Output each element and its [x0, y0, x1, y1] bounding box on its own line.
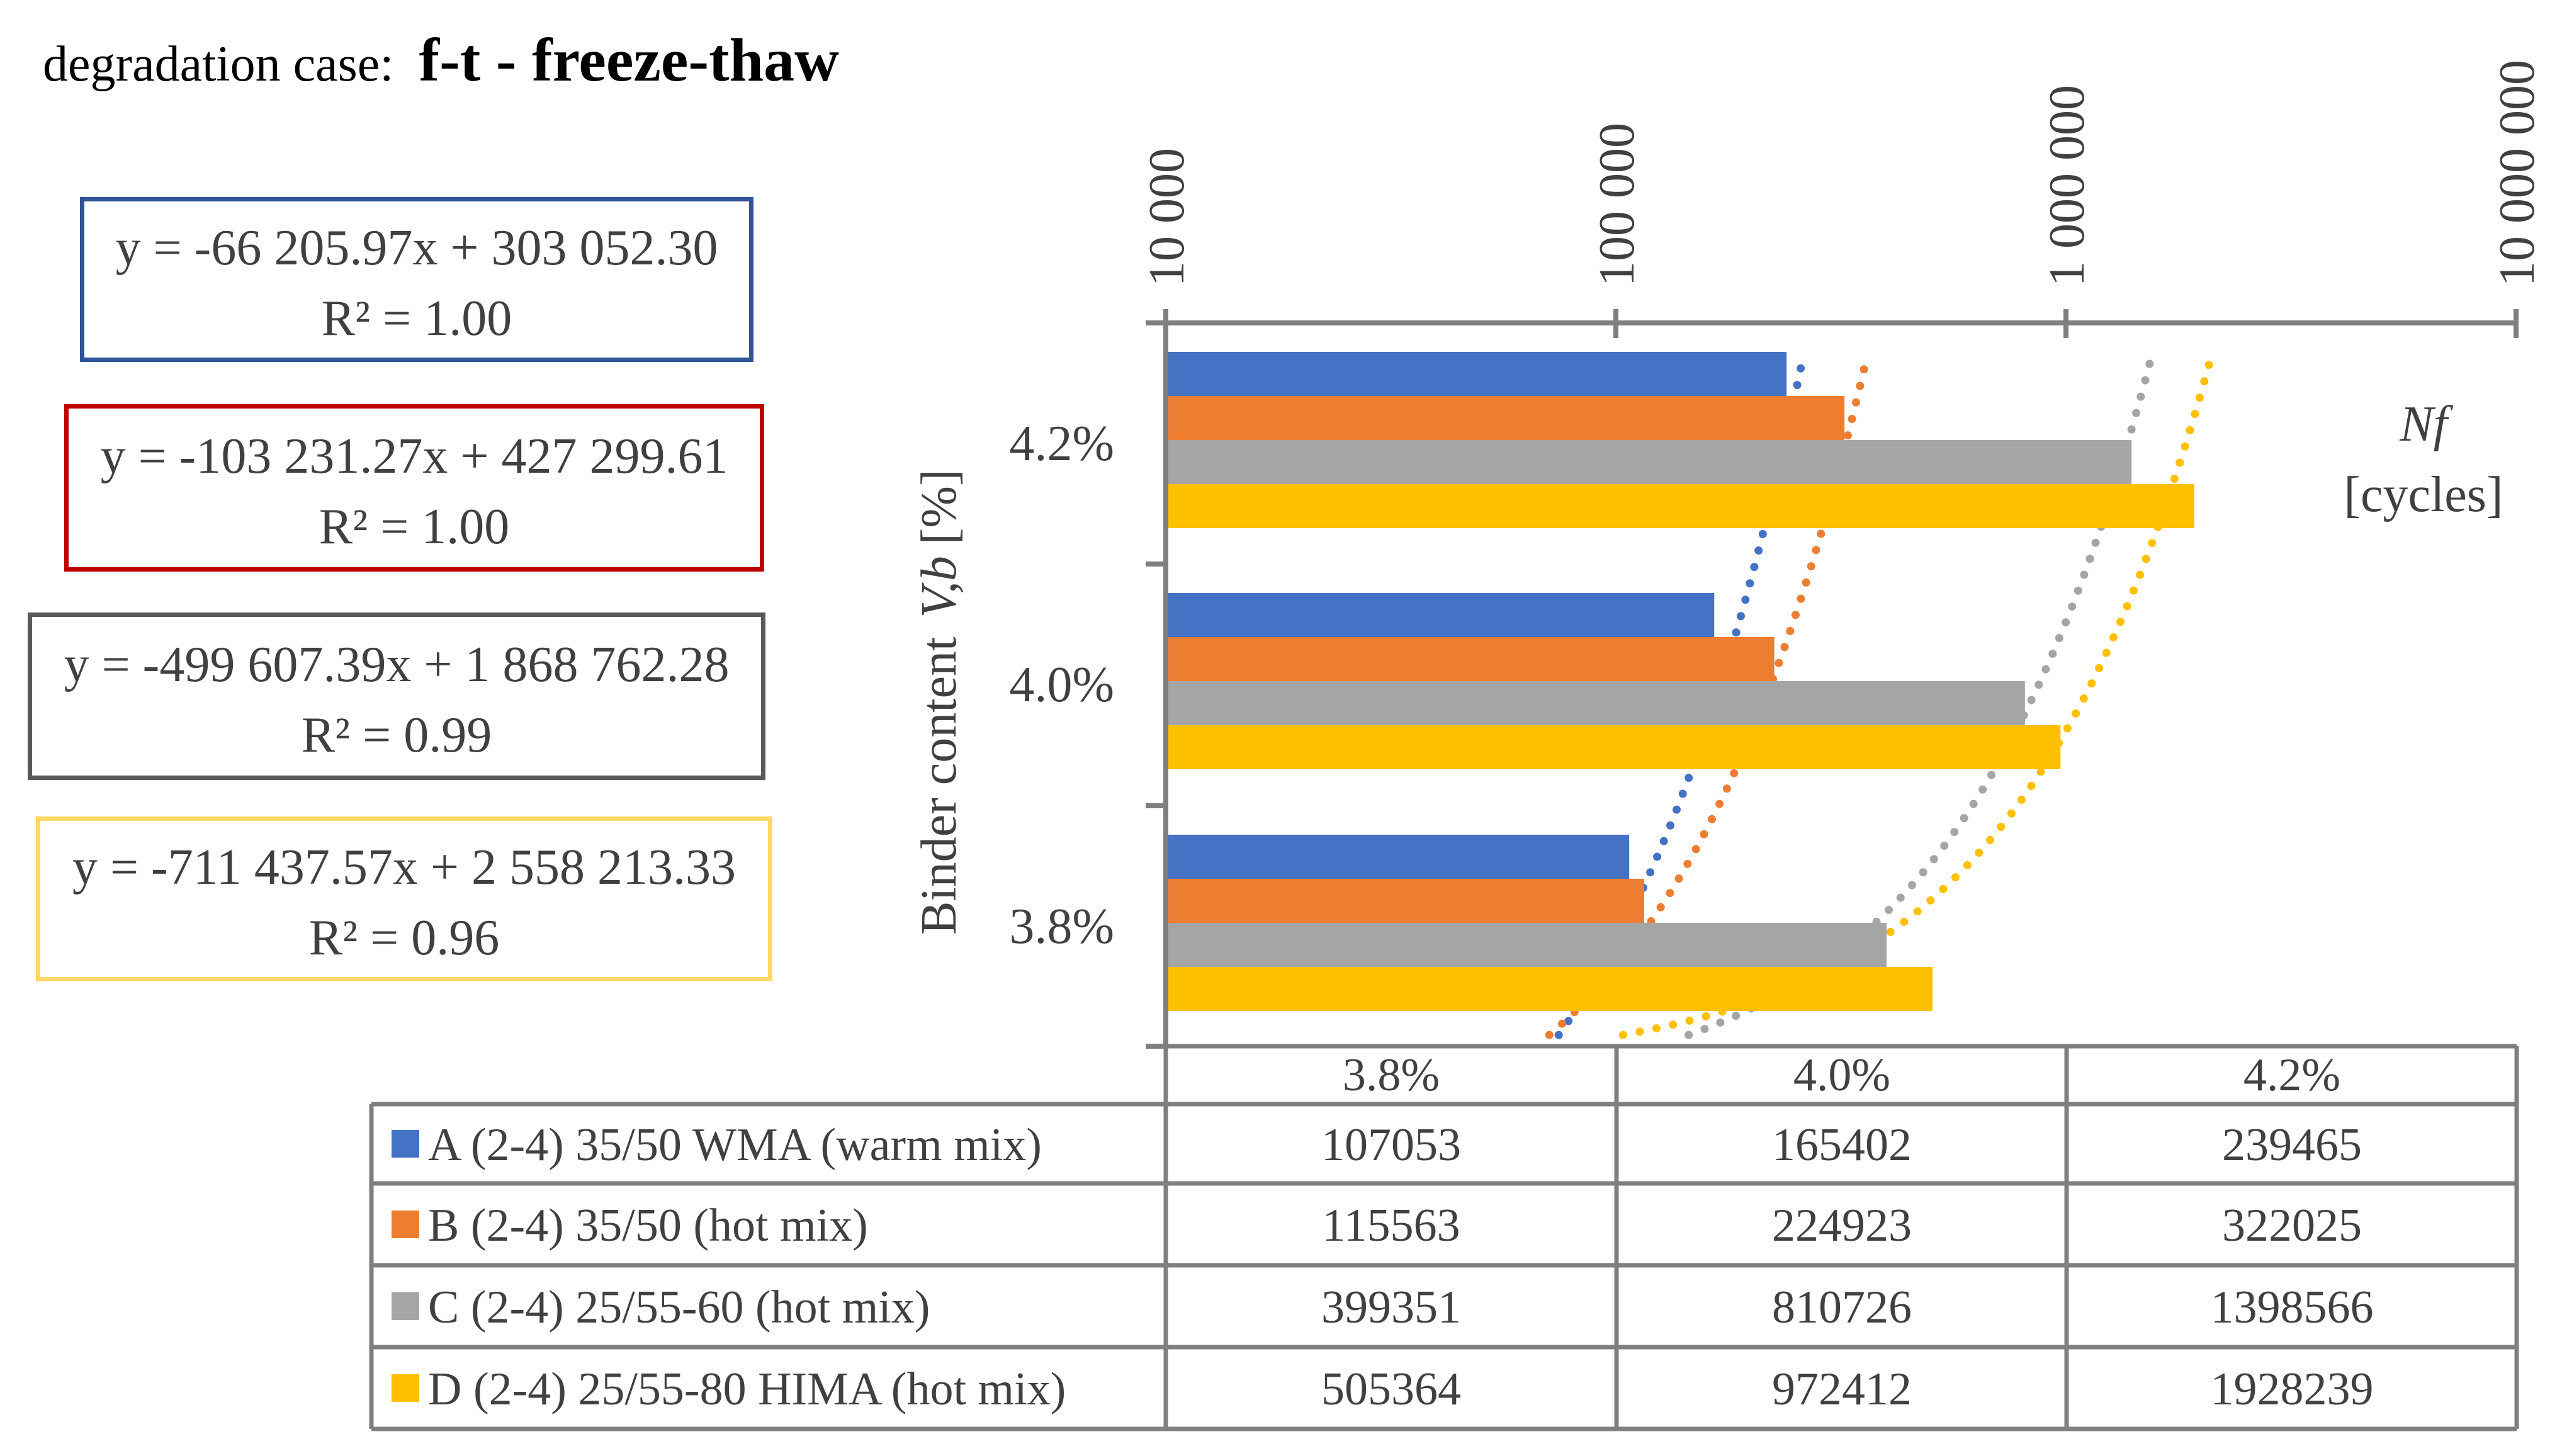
y-axis-label-unit: [%] [911, 469, 967, 545]
table-value-cell: 972412 [1772, 1363, 1912, 1415]
data-table: 3.8% 4.0% 4.2% A (2-4) 35/50 WMA (warm mix)… [369, 1044, 2519, 1431]
bar [1166, 593, 1715, 637]
svg-text:Binder contentV,b[%]: Binder content V,b [%] [911, 469, 967, 935]
y-ticks: 3.8% 4.0% 4.2% [1009, 320, 1166, 1049]
table-value-cell: 165402 [1772, 1119, 1912, 1171]
equation-text: y = -711 437.57x + 2 558 213.33 [72, 840, 736, 895]
table-header-cell: 4.0% [1793, 1049, 1890, 1101]
y-axis-label-italic: V,b [911, 556, 967, 618]
bar [1166, 967, 1933, 1011]
trendline-equation-b: y = -103 231.27x + 427 299.61 R² = 1.00 [64, 404, 764, 572]
table-value-cell: 1398566 [2211, 1282, 2374, 1333]
table-header-cell: 3.8% [1343, 1049, 1440, 1101]
r-squared-text: R² = 1.00 [321, 291, 512, 346]
equation-text: y = -103 231.27x + 427 299.61 [100, 429, 728, 484]
bar [1166, 440, 2132, 484]
table-value-cell: 810726 [1772, 1282, 1912, 1333]
bar [1166, 923, 1887, 967]
equation-text: y = -66 205.97x + 303 052.30 [115, 220, 718, 276]
r-squared-text: R² = 0.99 [301, 708, 492, 763]
axes [1163, 320, 2517, 1046]
legend-swatch [392, 1130, 419, 1158]
y-tick-label: 4.2% [1009, 416, 1114, 471]
r-squared-text: R² = 1.00 [319, 499, 510, 555]
table-header-cell: 4.2% [2243, 1049, 2340, 1101]
chart-title: degradation case: f-t - freeze-thaw [43, 25, 839, 96]
x-axis-label-italic: Nf [2399, 397, 2453, 452]
legend-label: B (2-4) 35/50 (hot mix) [428, 1200, 868, 1251]
table-value-cell: 1928239 [2211, 1363, 2374, 1415]
trendline [1684, 354, 2155, 1039]
bar [1166, 396, 1845, 440]
legend-label: D (2-4) 25/55-80 HIMA (hot mix) [428, 1363, 1066, 1415]
title-case: f-t - freeze-thaw [419, 26, 839, 94]
title-prefix: degradation case: [43, 37, 394, 92]
x-tick-label: 10 000 000 [2490, 60, 2545, 286]
x-axis-label: [cycles] [2344, 467, 2503, 522]
legend-swatch [392, 1211, 419, 1238]
bar [1166, 879, 1644, 923]
table-value-cell: 239465 [2222, 1119, 2362, 1171]
y-axis-label: Binder content [911, 637, 967, 935]
x-tick-label: 1 000 000 [2040, 85, 2095, 286]
bar [1166, 725, 2061, 769]
table-value-cell: 115563 [1322, 1200, 1460, 1251]
table-value-cell: 505364 [1321, 1363, 1461, 1415]
table-value-cell: 224923 [1772, 1200, 1912, 1251]
legend-swatch [392, 1292, 419, 1320]
bar [1166, 352, 1787, 396]
trendline-equation-d: y = -711 437.57x + 2 558 213.33 R² = 0.9… [36, 816, 772, 981]
x-tick-label: 10 000 [1139, 148, 1195, 286]
table-value-cell: 399351 [1321, 1282, 1461, 1333]
equation-text: y = -499 607.39x + 1 868 762.28 [64, 637, 730, 692]
trendline-equation-c: y = -499 607.39x + 1 868 762.28 R² = 0.9… [28, 612, 765, 780]
y-axis-title: Binder content V,b [%] [911, 469, 967, 935]
bar [1166, 484, 2194, 528]
table-value-cell: 107053 [1321, 1119, 1461, 1171]
y-tick-label: 4.0% [1009, 657, 1114, 713]
legend-label: C (2-4) 25/55-60 (hot mix) [428, 1282, 930, 1333]
bars [1166, 352, 2194, 1011]
trendline [1618, 354, 2215, 1039]
y-tick-label: 3.8% [1009, 899, 1114, 954]
x-tick-label: 100 000 [1589, 123, 1645, 286]
legend-label: A (2-4) 35/50 WMA (warm mix) [428, 1119, 1042, 1171]
legend-swatch [392, 1374, 419, 1402]
r-squared-text: R² = 0.96 [308, 910, 500, 966]
bar [1166, 835, 1630, 879]
bar [1166, 637, 1775, 681]
bar [1166, 681, 2025, 725]
table-value-cell: 322025 [2222, 1200, 2362, 1251]
x-ticks: 10 000 100 000 1 000 000 10 000 000 [1139, 60, 2545, 338]
trendline-equation-a: y = -66 205.97x + 303 052.30 R² = 1.00 [80, 197, 753, 362]
